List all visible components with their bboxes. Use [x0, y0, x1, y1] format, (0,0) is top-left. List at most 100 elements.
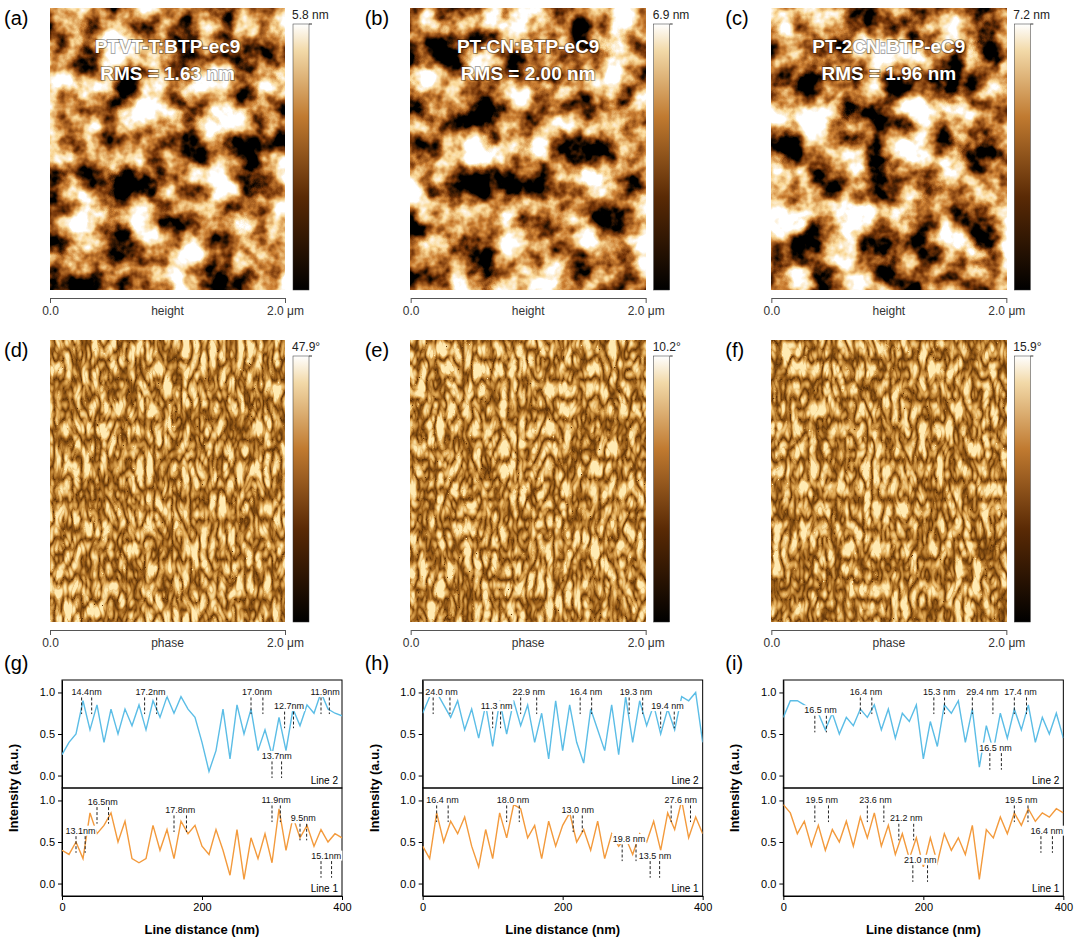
tick-mark	[646, 298, 647, 303]
scale-axis: 0.02.0 μm	[42, 298, 304, 318]
width-marker	[972, 697, 973, 714]
tick-label: 1.0	[40, 686, 55, 698]
tick: 0	[420, 896, 426, 913]
colorbar-label: 5.8 nm	[292, 8, 329, 22]
tick-mark	[285, 630, 286, 635]
width-marker	[927, 865, 928, 882]
profile-line	[423, 692, 703, 763]
width-marker	[174, 815, 175, 832]
label-patch	[135, 687, 167, 697]
annotation-label: 16.5 nm	[804, 705, 837, 715]
axis-title: height	[872, 304, 905, 318]
annotation-label: 12.7nm	[274, 701, 304, 711]
afm-image	[50, 8, 285, 290]
tick-label: 200	[193, 901, 211, 913]
legend-label: Line 2	[311, 775, 339, 786]
width-marker	[284, 712, 285, 729]
width-marker	[1040, 836, 1041, 853]
width-marker	[1052, 836, 1053, 853]
width-marker	[591, 697, 592, 714]
label-patch	[1004, 795, 1039, 805]
width-marker	[536, 697, 537, 714]
tick-mark	[563, 896, 564, 900]
width-marker	[1001, 753, 1002, 770]
width-marker	[944, 697, 945, 714]
width-marker	[519, 805, 520, 822]
annotation-label: 24.0 nm	[425, 687, 458, 697]
label-patch	[638, 851, 673, 861]
profile-line	[423, 800, 703, 866]
tick-mark	[285, 298, 286, 303]
tick: 0.0	[40, 770, 62, 782]
annotations: 13.1nm16.5nm17.8nm11.9nm9.5nm15.1nm	[65, 795, 343, 878]
width-marker	[329, 697, 330, 714]
tick-mark	[411, 298, 412, 303]
axis-title: phase	[872, 636, 905, 650]
tick-label: 1.0	[400, 686, 415, 698]
plot-area	[783, 701, 1063, 767]
label-patch	[511, 687, 546, 697]
y-axis: 0.00.51.0	[400, 789, 423, 897]
annotation-label: 21.0 nm	[904, 855, 937, 865]
tick-mark	[771, 630, 772, 635]
scale-axis: 0.02.0 μm	[763, 298, 1025, 318]
label-patch	[1029, 826, 1064, 836]
annotations: 16.5 nm16.4 nm15.3 nm29.4 nm17.4 nm16.5 …	[803, 687, 1037, 770]
tick: 0	[781, 896, 787, 913]
label-patch	[965, 687, 1000, 697]
tick-label: 0.0	[763, 636, 780, 650]
axis-title: Intensity (a.u.)	[367, 744, 382, 832]
axis-line	[772, 298, 1007, 299]
width-marker	[91, 697, 92, 714]
width-marker	[826, 716, 827, 733]
scale-axis: 0.02.0 μm	[403, 298, 665, 318]
width-marker	[582, 815, 583, 832]
label-patch	[650, 701, 685, 711]
tick-mark	[1006, 298, 1007, 303]
width-marker	[622, 844, 623, 861]
tick: 0.5	[40, 836, 62, 848]
width-marker	[867, 805, 868, 822]
annotation-label: 22.9 nm	[512, 687, 545, 697]
tick: 1.0	[400, 794, 422, 806]
width-marker	[912, 865, 913, 882]
label-patch	[664, 795, 699, 805]
width-marker	[828, 805, 829, 822]
profile-line	[783, 701, 1063, 767]
width-marker	[573, 815, 574, 832]
tick-mark	[419, 842, 423, 843]
width-marker	[433, 697, 434, 714]
panel-letter: (i)	[725, 652, 743, 674]
axis-title: height	[512, 304, 545, 318]
tick-mark	[703, 896, 704, 900]
tick-label: 0.0	[400, 770, 415, 782]
tick: 1.0	[40, 794, 62, 806]
width-marker	[144, 697, 145, 714]
colorbar-label: 15.9°	[1013, 340, 1041, 354]
afm-panel: (f)15.9°0.02.0 μmphase	[725, 339, 1041, 650]
profile-chart: (g)0.00.51.014.4nm17.2nm17.0nm12.7nm13.7…	[4, 652, 352, 937]
colorbar-tick	[309, 24, 312, 25]
tick-label: 0.0	[42, 636, 59, 650]
annotation-label: 16.5nm	[88, 797, 118, 807]
annotation-label: 23.6 nm	[859, 795, 892, 805]
colorbar	[1014, 24, 1030, 290]
colorbar-tick	[670, 356, 673, 357]
label-patch	[309, 687, 340, 697]
annotation-label: 16.5 nm	[979, 743, 1012, 753]
annotation-label: 19.5 nm	[805, 795, 838, 805]
tick-label: 2.0 μm	[628, 304, 665, 318]
profile-chart: (i)0.00.51.016.5 nm16.4 nm15.3 nm29.4 nm…	[725, 652, 1073, 937]
width-marker	[321, 697, 322, 714]
plot-frame	[783, 788, 1063, 896]
colorbar-label: 7.2 nm	[1013, 8, 1050, 22]
axis-line	[772, 630, 1007, 631]
colorbar	[1014, 356, 1030, 622]
label-patch	[424, 687, 459, 697]
tick-label: 0.5	[40, 836, 55, 848]
axis-line	[62, 789, 63, 897]
tick: 0.5	[761, 836, 783, 848]
afm-panel: (c)PT-2CN:BTP-eC9RMS = 1.96 nm7.2 nm0.02…	[725, 7, 1050, 318]
annotation-label: 17.4 nm	[1004, 687, 1037, 697]
colorbar	[293, 24, 309, 290]
